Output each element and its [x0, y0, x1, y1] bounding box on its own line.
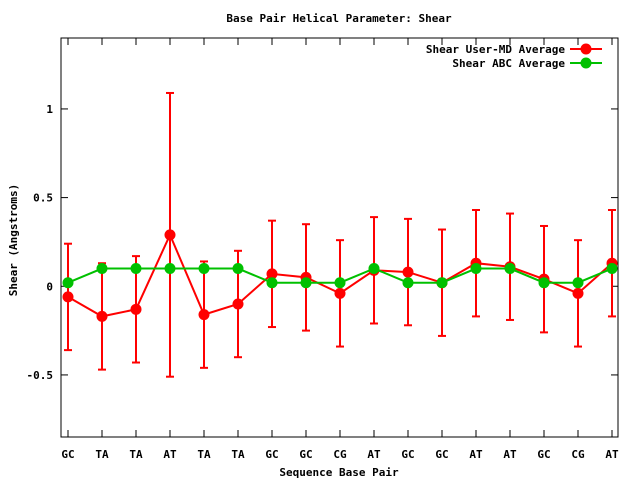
y-tick-label: 0 [46, 280, 53, 293]
data-point [334, 287, 346, 299]
series-1 [62, 91, 618, 378]
x-axis-label: Sequence Base Pair [279, 466, 399, 479]
x-tick-label: GC [61, 448, 74, 461]
x-tick-label: CG [333, 448, 347, 461]
y-axis-label: Shear (Angstroms) [7, 184, 20, 297]
data-point [62, 291, 74, 303]
data-point [130, 303, 142, 315]
x-tick-label: AT [605, 448, 619, 461]
data-point [470, 263, 482, 275]
legend-marker [580, 57, 592, 69]
x-tick-label: GC [537, 448, 550, 461]
data-point [266, 277, 278, 289]
legend-marker [580, 43, 592, 55]
data-point [402, 277, 414, 289]
data-point [198, 309, 210, 321]
legend-label: Shear ABC Average [452, 57, 565, 70]
x-tick-label: GC [265, 448, 278, 461]
x-tick-label: AT [469, 448, 483, 461]
data-point [504, 263, 516, 275]
x-tick-label: TA [197, 448, 211, 461]
data-point [402, 266, 414, 278]
plot-area: -0.5 0 0.5 1 GC TA TA AT TA TA GC GC CG AT GC GC AT AT GC C… [27, 37, 619, 461]
data-point [62, 277, 74, 289]
data-point [606, 263, 618, 275]
data-point [266, 268, 278, 280]
series-2 [62, 263, 618, 289]
data-point [130, 263, 142, 275]
data-point [232, 263, 244, 275]
x-tick-label: GC [401, 448, 414, 461]
data-point [300, 277, 312, 289]
data-point [572, 277, 584, 289]
y-tick-label: 1 [46, 103, 53, 116]
x-tick-label: AT [163, 448, 177, 461]
x-tick-label: TA [231, 448, 245, 461]
y-tick-label: 0.5 [33, 192, 53, 205]
x-tick-label: GC [435, 448, 448, 461]
data-point [96, 263, 108, 275]
data-point [368, 263, 380, 275]
y-tick-label: -0.5 [27, 369, 54, 382]
data-point [198, 263, 210, 275]
legend-label: Shear User-MD Average [426, 43, 565, 56]
plot-frame [60, 37, 619, 438]
data-point [538, 277, 550, 289]
x-tick-label: AT [503, 448, 517, 461]
data-point [334, 277, 346, 289]
data-point [164, 229, 176, 241]
x-tick-label: AT [367, 448, 381, 461]
data-point [436, 277, 448, 289]
data-point [572, 287, 584, 299]
x-tick-label: TA [95, 448, 109, 461]
data-point [232, 298, 244, 310]
x-tick-label: TA [129, 448, 143, 461]
chart-title: Base Pair Helical Parameter: Shear [226, 12, 452, 25]
data-point [96, 310, 108, 322]
data-point [164, 263, 176, 275]
x-tick-label: CG [571, 448, 585, 461]
x-tick-label: GC [299, 448, 312, 461]
